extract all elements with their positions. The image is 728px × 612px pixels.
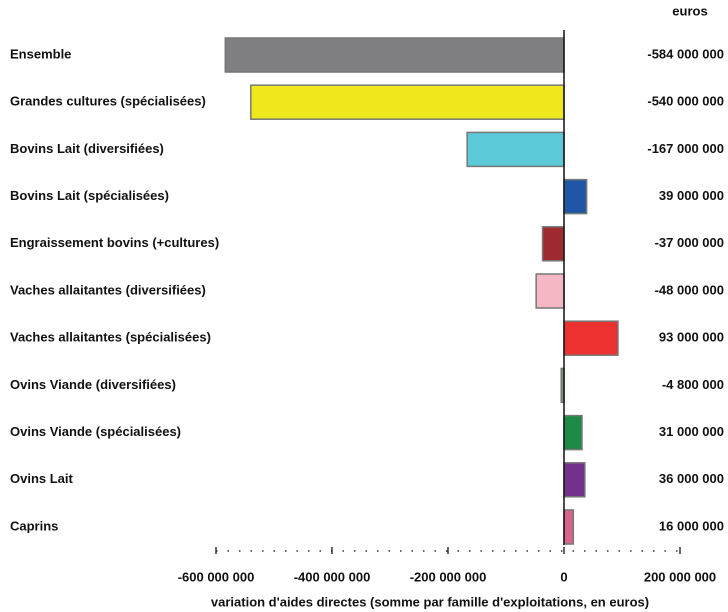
unit-label: euros <box>672 3 707 18</box>
value-label: 36 000 000 <box>659 471 724 486</box>
bar <box>563 414 583 451</box>
bar <box>250 84 565 120</box>
bar <box>563 509 575 545</box>
bar <box>535 273 565 309</box>
x-tick-label: -200 000 000 <box>410 569 487 584</box>
bar <box>563 178 588 215</box>
category-label: Bovins Lait (diversifiées) <box>10 141 164 156</box>
category-label: Ovins Lait <box>10 471 74 486</box>
value-label: 39 000 000 <box>659 188 724 203</box>
bar <box>541 226 565 262</box>
category-label: Ensemble <box>10 46 71 61</box>
x-axis-title: variation d'aides directes (somme par fa… <box>211 594 649 609</box>
value-label: -167 000 000 <box>647 141 724 156</box>
value-label: -37 000 000 <box>655 235 724 250</box>
category-label: Vaches allaitantes (diversifiées) <box>10 282 206 297</box>
category-label: Caprins <box>10 518 58 533</box>
value-label: -540 000 000 <box>647 94 724 109</box>
value-label: -584 000 000 <box>647 46 724 61</box>
x-tick-label: -400 000 000 <box>294 569 371 584</box>
category-label: Grandes cultures (spécialisées) <box>10 94 206 109</box>
x-tick-label: -600 000 000 <box>178 569 255 584</box>
bar <box>466 131 565 168</box>
value-label: -48 000 000 <box>655 282 724 297</box>
bar <box>563 462 586 498</box>
value-label: 16 000 000 <box>659 518 724 533</box>
category-label: Engraissement bovins (+cultures) <box>10 235 219 250</box>
value-label: 31 000 000 <box>659 424 724 439</box>
bar <box>224 37 565 73</box>
value-label: -4 800 000 <box>662 377 724 392</box>
x-tick-label: 0 <box>560 569 567 584</box>
category-label: Bovins Lait (spécialisées) <box>10 188 169 203</box>
x-tick-label: 200 000 000 <box>644 569 716 584</box>
bar <box>563 320 619 356</box>
category-label: Vaches allaitantes (spécialisées) <box>10 330 211 345</box>
category-label: Ovins Viande (diversifiées) <box>10 377 176 392</box>
category-label: Ovins Viande (spécialisées) <box>10 424 181 439</box>
value-label: 93 000 000 <box>659 330 724 345</box>
